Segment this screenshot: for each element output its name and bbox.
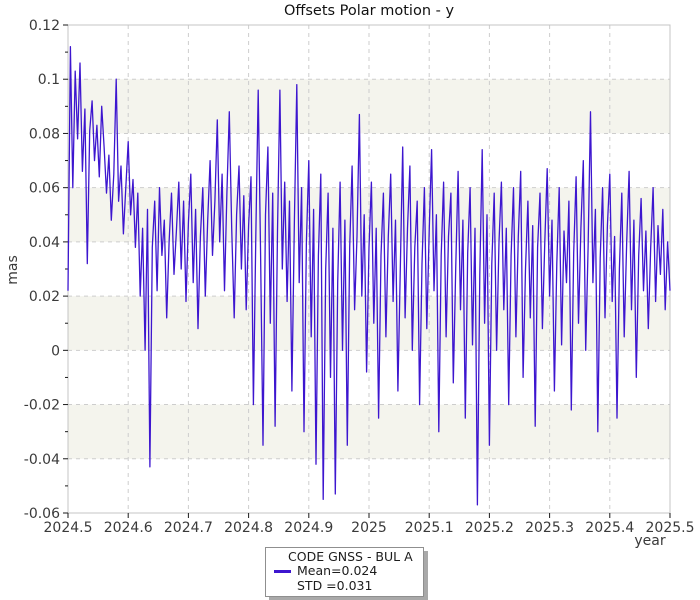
- legend-entry: Mean=0.024: [274, 563, 413, 579]
- x-tick-label: 2024.7: [164, 520, 213, 536]
- y-tick-label: 0.12: [29, 18, 60, 34]
- x-tick-label: 2024.9: [284, 520, 333, 536]
- y-tick-label: 0.08: [29, 126, 60, 142]
- x-tick-label: 2024.5: [44, 520, 93, 536]
- y-tick-label: -0.02: [24, 398, 60, 414]
- y-tick-label: 0.02: [29, 289, 60, 305]
- legend-title: CODE GNSS - BUL A: [288, 549, 413, 564]
- y-axis-label: mas: [5, 255, 21, 285]
- x-tick-label: 2025.5: [646, 520, 695, 536]
- chart-title: Offsets Polar motion - y: [283, 3, 455, 19]
- x-tick-label: 2024.8: [224, 520, 273, 536]
- y-tick-label: 0.06: [29, 181, 60, 197]
- data-line: [67, 46, 671, 506]
- x-tick-label: 2025.4: [585, 520, 634, 536]
- x-axis-label: year: [634, 533, 666, 549]
- y-tick-label: 0: [51, 343, 60, 359]
- legend-mean-label: Mean=0.024: [297, 563, 378, 579]
- x-tick-label: 2024.6: [104, 520, 153, 536]
- x-tick-label: 2025.2: [465, 520, 514, 536]
- x-tick-label: 2025: [351, 520, 387, 536]
- x-tick-label: 2025.1: [405, 520, 454, 536]
- y-tick-label: 0.1: [38, 72, 60, 88]
- x-tick-label: 2025.3: [525, 520, 574, 536]
- y-tick-label: -0.04: [24, 452, 60, 468]
- legend-box: CODE GNSS - BUL A Mean=0.024 STD =0.031: [265, 547, 424, 598]
- legend-std-label: STD =0.031: [297, 577, 373, 593]
- y-tick-label: 0.04: [29, 235, 60, 251]
- legend-line-sample: [274, 570, 291, 574]
- y-tick-label: -0.06: [24, 506, 60, 522]
